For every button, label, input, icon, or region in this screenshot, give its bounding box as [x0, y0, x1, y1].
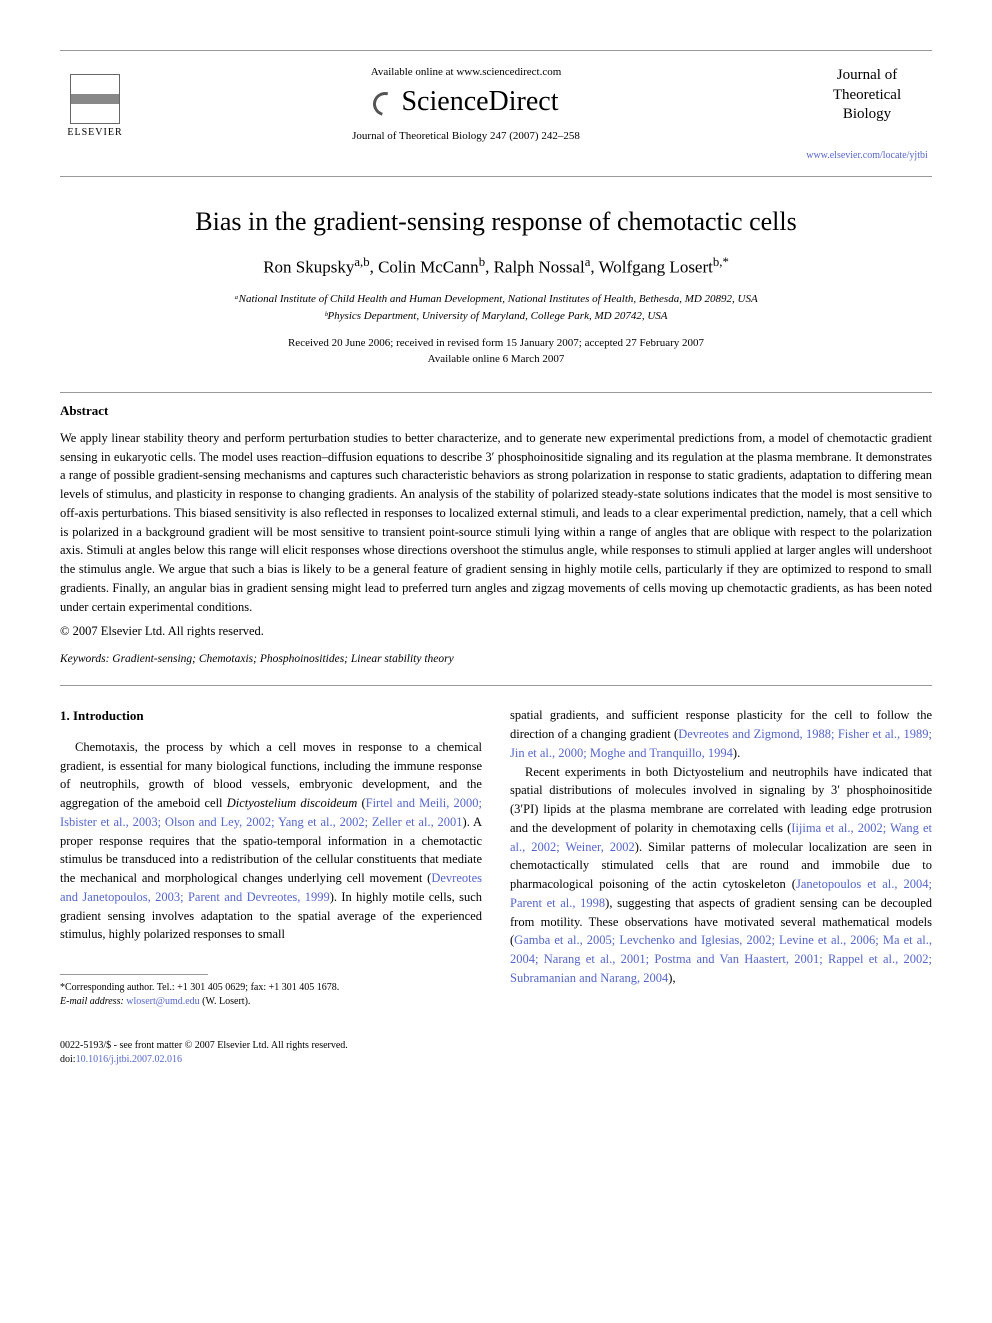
- corresponding-author: *Corresponding author. Tel.: +1 301 405 …: [60, 981, 482, 995]
- section-heading: 1. Introduction: [60, 706, 482, 726]
- footer-line1: 0022-5193/$ - see front matter © 2007 El…: [60, 1039, 932, 1053]
- article-title: Bias in the gradient-sensing response of…: [60, 207, 932, 237]
- authors: Ron Skupskya,b, Colin McCannb, Ralph Nos…: [60, 255, 932, 278]
- elsevier-logo: ELSEVIER: [60, 66, 130, 146]
- column-right: spatial gradients, and sufficient respon…: [510, 706, 932, 1009]
- available-online-text: Available online at www.sciencedirect.co…: [150, 66, 782, 78]
- intro-paragraph-1-cont: spatial gradients, and sufficient respon…: [510, 706, 932, 762]
- body-columns: 1. Introduction Chemotaxis, the process …: [60, 706, 932, 1009]
- journal-title: Journal of Theoretical Biology: [802, 66, 932, 125]
- intro-paragraph-2: Recent experiments in both Dictyostelium…: [510, 763, 932, 988]
- affiliation-a: ᵃNational Institute of Child Health and …: [60, 291, 932, 308]
- footnote-rule: [60, 974, 208, 975]
- affiliation-b: ᵇPhysics Department, University of Maryl…: [60, 308, 932, 325]
- elsevier-label: ELSEVIER: [67, 127, 122, 138]
- elsevier-tree-icon: [70, 74, 120, 124]
- journal-link[interactable]: www.elsevier.com/locate/yjtbi: [802, 150, 932, 161]
- journal-title-box: Journal of Theoretical Biology www.elsev…: [802, 66, 932, 161]
- divider: [60, 392, 932, 393]
- abstract-text: We apply linear stability theory and per…: [60, 429, 932, 617]
- sciencedirect-logo: ScienceDirect: [150, 86, 782, 118]
- copyright: © 2007 Elsevier Ltd. All rights reserved…: [60, 624, 932, 639]
- sd-brand-text: ScienceDirect: [401, 86, 558, 117]
- affiliations: ᵃNational Institute of Child Health and …: [60, 291, 932, 324]
- keywords-list: Gradient-sensing; Chemotaxis; Phosphoino…: [112, 653, 453, 665]
- citation[interactable]: Gamba et al., 2005; Levchenko and Iglesi…: [510, 933, 932, 985]
- keywords-label: Keywords:: [60, 653, 109, 665]
- intro-paragraph-1: Chemotaxis, the process by which a cell …: [60, 738, 482, 944]
- dates-line2: Available online 6 March 2007: [60, 352, 932, 367]
- divider: [60, 685, 932, 686]
- dates-line1: Received 20 June 2006; received in revis…: [60, 336, 932, 351]
- abstract-heading: Abstract: [60, 403, 932, 419]
- email-line: E-mail address: wlosert@umd.edu (W. Lose…: [60, 995, 482, 1009]
- article-dates: Received 20 June 2006; received in revis…: [60, 336, 932, 367]
- keywords: Keywords: Gradient-sensing; Chemotaxis; …: [60, 653, 932, 665]
- footer-line2: doi:10.1016/j.jtbi.2007.02.016: [60, 1053, 932, 1067]
- header-center: Available online at www.sciencedirect.co…: [130, 66, 802, 142]
- email-link[interactable]: wlosert@umd.edu: [126, 996, 199, 1007]
- sd-swoosh-icon: [369, 87, 402, 120]
- footnote: *Corresponding author. Tel.: +1 301 405 …: [60, 981, 482, 1009]
- journal-reference: Journal of Theoretical Biology 247 (2007…: [150, 130, 782, 142]
- doi-link[interactable]: 10.1016/j.jtbi.2007.02.016: [76, 1054, 182, 1065]
- page-footer: 0022-5193/$ - see front matter © 2007 El…: [60, 1039, 932, 1067]
- journal-header: ELSEVIER Available online at www.science…: [60, 50, 932, 177]
- column-left: 1. Introduction Chemotaxis, the process …: [60, 706, 482, 1009]
